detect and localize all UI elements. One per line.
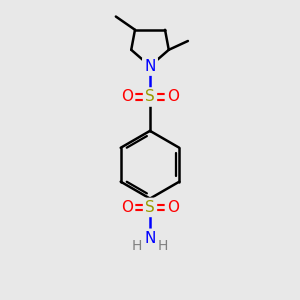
Text: O: O <box>167 200 179 215</box>
Text: N: N <box>144 231 156 246</box>
Text: H: H <box>158 239 168 253</box>
Text: N: N <box>144 58 156 74</box>
Text: O: O <box>121 200 133 215</box>
Text: H: H <box>132 239 142 253</box>
Text: S: S <box>145 89 155 104</box>
Text: O: O <box>167 89 179 104</box>
Text: S: S <box>145 200 155 215</box>
Text: O: O <box>121 89 133 104</box>
